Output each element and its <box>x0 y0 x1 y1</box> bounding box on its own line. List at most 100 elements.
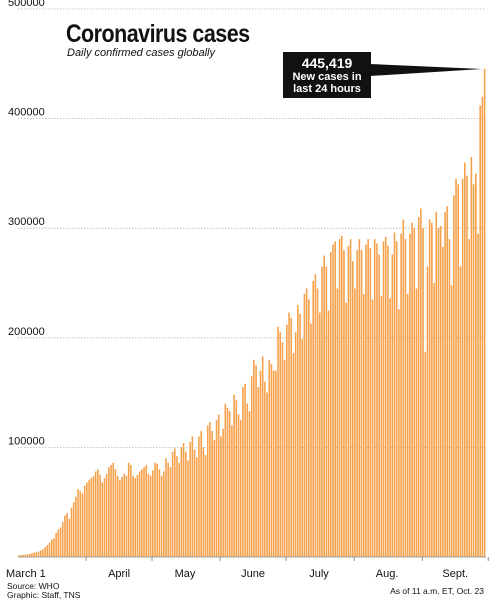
bar <box>75 496 77 557</box>
bar <box>217 414 220 557</box>
bar <box>270 364 273 557</box>
bar <box>428 219 431 557</box>
bar <box>466 175 468 557</box>
bar <box>165 458 167 557</box>
bar <box>88 480 90 557</box>
bar <box>297 304 299 557</box>
bar <box>446 206 449 557</box>
bar <box>53 538 55 557</box>
bar <box>68 518 71 557</box>
bar <box>22 554 24 557</box>
bar <box>431 222 433 557</box>
bar <box>24 554 27 557</box>
bar <box>261 356 264 557</box>
bar <box>340 235 343 557</box>
bar <box>343 250 345 557</box>
bar <box>213 439 216 557</box>
y-tick-label: 200000 <box>8 326 45 338</box>
bar <box>314 274 317 557</box>
bar <box>250 376 253 557</box>
bar <box>160 475 163 557</box>
chart-subtitle: Daily confirmed cases globally <box>67 47 215 59</box>
bar <box>387 245 389 558</box>
bar <box>59 527 62 557</box>
bar <box>226 407 229 557</box>
bar <box>187 460 189 557</box>
bar <box>268 359 271 557</box>
bar <box>202 447 205 557</box>
bar <box>152 470 154 557</box>
bar <box>308 299 310 557</box>
bar <box>108 467 110 557</box>
bar <box>44 547 46 557</box>
y-tick-label: 500000 <box>8 0 45 9</box>
bar <box>367 239 369 557</box>
bar <box>312 280 314 557</box>
bar <box>182 443 185 557</box>
bar <box>319 312 321 557</box>
bar <box>195 457 198 557</box>
bar <box>325 266 328 557</box>
bar <box>351 261 354 557</box>
bar <box>404 239 407 557</box>
bar <box>132 475 134 557</box>
bar <box>323 255 325 557</box>
bar <box>125 475 128 557</box>
bar <box>28 554 31 557</box>
bar <box>33 552 35 557</box>
bar <box>365 244 367 557</box>
bar <box>373 239 376 557</box>
bar <box>103 478 106 557</box>
bar <box>362 293 365 557</box>
bar <box>481 96 484 558</box>
bar <box>70 507 73 557</box>
bar <box>257 387 260 557</box>
bar <box>90 478 93 557</box>
bar <box>101 482 104 557</box>
x-tick-label: March 1 <box>6 568 46 580</box>
bar <box>193 449 196 557</box>
bar <box>398 309 400 557</box>
y-axis: 100000 200000 300000 400000 500000 <box>8 0 45 447</box>
bar <box>327 310 330 557</box>
bar <box>483 68 486 557</box>
bar <box>206 425 209 557</box>
bar <box>145 464 148 557</box>
bar <box>354 288 356 557</box>
bar <box>437 228 440 557</box>
bar <box>228 411 231 557</box>
x-tick-label: July <box>309 568 329 580</box>
bar <box>114 469 117 557</box>
y-tick-label: 300000 <box>8 216 45 228</box>
bar <box>39 550 42 557</box>
bar <box>77 489 79 557</box>
bar <box>147 473 150 557</box>
bar <box>294 332 297 557</box>
bar <box>61 521 64 557</box>
bar <box>283 359 286 557</box>
x-tick-label: May <box>175 568 196 580</box>
as-of-note: As of 11 a.m. ET, Oct. 23 <box>390 586 484 596</box>
bar <box>299 313 301 557</box>
bar <box>464 162 466 557</box>
bar <box>136 474 139 557</box>
bar <box>224 403 227 557</box>
bar <box>66 513 68 557</box>
bar <box>391 254 394 557</box>
bar <box>141 469 143 557</box>
callout-pointer <box>370 64 482 76</box>
bar <box>472 184 475 558</box>
bar <box>475 173 477 557</box>
bar <box>479 105 481 557</box>
bar <box>272 370 275 557</box>
bar <box>424 352 427 557</box>
bar <box>369 247 372 557</box>
bar <box>191 436 194 557</box>
bar <box>79 491 82 557</box>
bar <box>400 233 402 557</box>
bar <box>290 318 293 557</box>
bar <box>72 502 75 557</box>
bar <box>380 296 383 557</box>
bar <box>264 381 266 557</box>
